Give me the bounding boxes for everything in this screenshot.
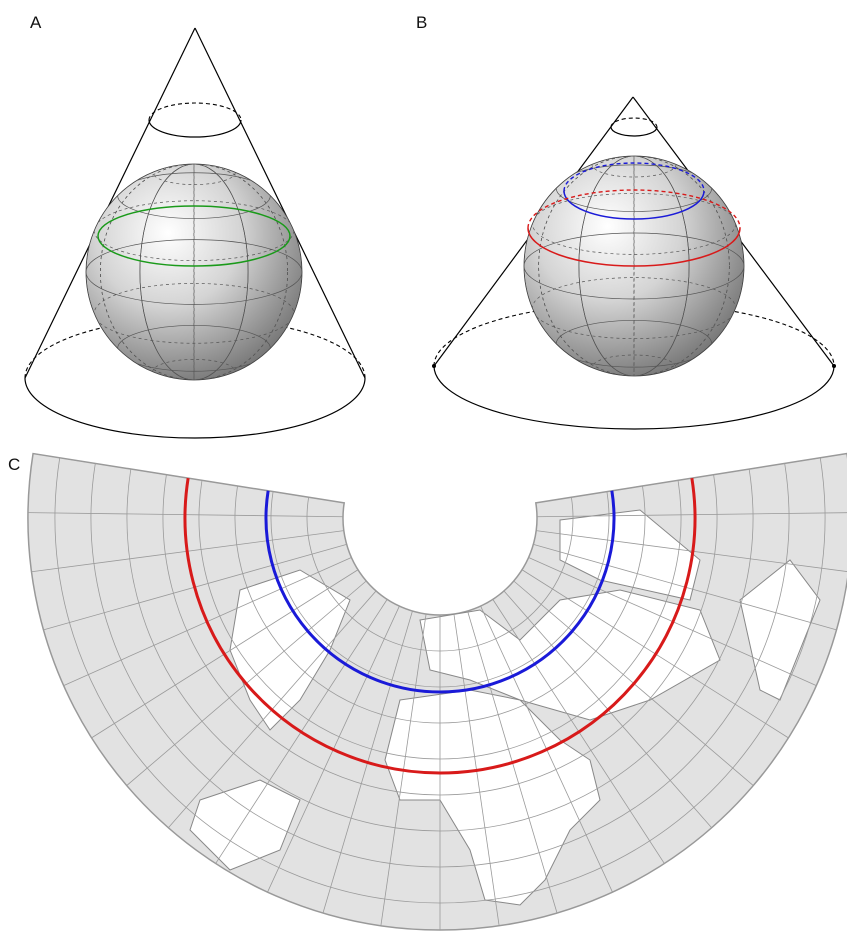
panel-label: B [416,13,427,32]
panel-a [25,28,365,438]
panel-b [432,97,836,429]
panel-label: A [30,13,42,32]
panel-label: C [8,455,20,474]
conic-projection-figure: A B C [0,0,847,931]
panel-c-map [28,454,847,930]
